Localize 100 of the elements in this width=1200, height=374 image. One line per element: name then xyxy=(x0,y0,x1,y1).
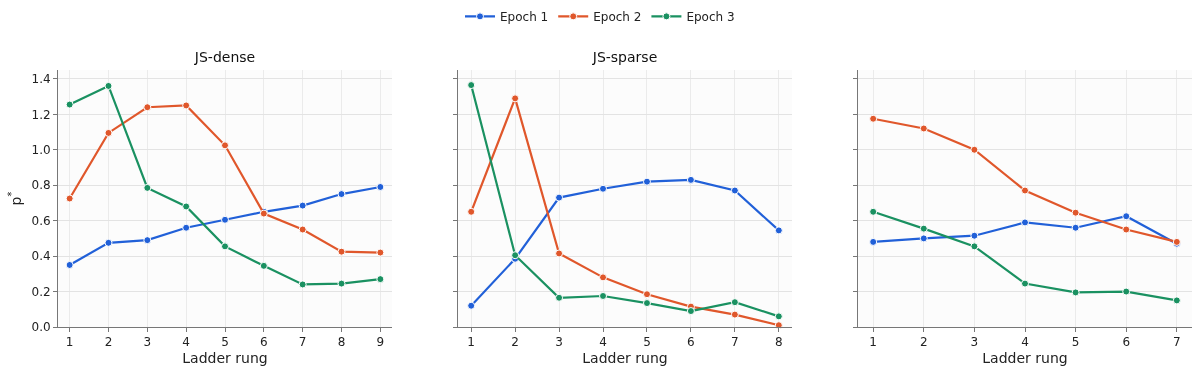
point xyxy=(555,249,564,258)
point xyxy=(467,301,476,310)
point xyxy=(599,184,608,193)
x-tick-label: 1 xyxy=(65,335,74,350)
point xyxy=(65,194,74,203)
x-tick-label: 4 xyxy=(1021,335,1029,350)
x-tick-label: 7 xyxy=(1173,335,1181,350)
point xyxy=(221,242,229,251)
x-tick-label: 5 xyxy=(221,335,229,350)
point xyxy=(774,312,783,321)
point xyxy=(599,291,608,300)
point xyxy=(686,175,695,184)
chart-title: JS-sparse xyxy=(591,49,658,65)
x-tick-label: 7 xyxy=(731,335,739,350)
x-tick-label: 5 xyxy=(643,335,651,350)
point xyxy=(774,226,783,235)
y-tick-label: 0.2 xyxy=(31,284,51,299)
point xyxy=(555,193,564,202)
point xyxy=(686,307,695,316)
x-axis-title: Ladder rung xyxy=(182,349,268,366)
point xyxy=(730,186,739,195)
y-tick-label: 1.4 xyxy=(31,72,51,87)
x-tick-label: 2 xyxy=(919,335,928,350)
point xyxy=(869,114,878,123)
point xyxy=(970,242,979,251)
x-axis-title: Ladder rung xyxy=(582,349,668,366)
point xyxy=(919,234,928,243)
point xyxy=(599,273,608,282)
point xyxy=(1021,279,1029,288)
legend-label: Epoch 2 xyxy=(593,10,642,25)
point xyxy=(376,182,385,191)
x-tick-label: 4 xyxy=(599,335,607,350)
point xyxy=(970,231,979,240)
point xyxy=(774,321,783,330)
x-tick-label: 3 xyxy=(970,335,979,350)
x-tick-label: 9 xyxy=(376,335,385,350)
x-tick-label: 7 xyxy=(298,335,307,350)
x-axis-title: Ladder rung xyxy=(982,349,1068,366)
x-tick-label: 1 xyxy=(467,335,475,350)
point xyxy=(642,290,651,299)
legend-label: Epoch 1 xyxy=(500,10,549,25)
point xyxy=(555,293,564,302)
point xyxy=(104,81,113,90)
point xyxy=(919,224,928,233)
y-tick-label: 0.4 xyxy=(31,249,51,264)
x-tick-label: 8 xyxy=(337,335,346,350)
point xyxy=(1021,218,1029,227)
point xyxy=(376,275,385,284)
point xyxy=(1122,287,1131,296)
point xyxy=(1071,223,1080,232)
point xyxy=(642,299,651,308)
point xyxy=(182,223,191,232)
chart-title: JS-dense xyxy=(193,49,256,65)
point xyxy=(182,101,191,110)
point xyxy=(1071,288,1080,297)
point xyxy=(298,280,307,289)
point xyxy=(143,103,152,112)
x-tick-label: 3 xyxy=(555,335,563,350)
point xyxy=(298,201,307,210)
point xyxy=(919,124,928,133)
x-tick-label: 1 xyxy=(869,335,877,350)
point xyxy=(467,81,476,90)
point xyxy=(642,177,651,186)
point xyxy=(337,190,346,199)
x-tick-label: 6 xyxy=(687,335,695,350)
x-tick-label: 2 xyxy=(511,335,519,350)
point xyxy=(1122,212,1131,221)
x-tick-label: 8 xyxy=(775,335,783,350)
point xyxy=(104,128,113,137)
x-tick-label: 6 xyxy=(260,335,268,350)
point xyxy=(259,261,268,270)
y-tick-label: 0.0 xyxy=(31,320,51,335)
point xyxy=(337,279,346,288)
point xyxy=(730,298,739,307)
point xyxy=(143,236,152,245)
point xyxy=(104,238,113,247)
x-tick-label: 6 xyxy=(1122,335,1131,350)
point xyxy=(1122,225,1131,234)
point xyxy=(1071,208,1080,217)
x-tick-label: 3 xyxy=(143,335,152,350)
point xyxy=(511,94,520,103)
x-tick-label: 2 xyxy=(104,335,113,350)
point xyxy=(869,207,878,216)
point xyxy=(730,310,739,319)
point xyxy=(467,207,476,216)
point xyxy=(376,248,385,257)
point xyxy=(221,141,229,150)
y-tick-label: 0.8 xyxy=(31,178,51,193)
legend-label: Epoch 3 xyxy=(686,10,735,25)
point xyxy=(143,183,152,192)
y-tick-label: 1.2 xyxy=(31,107,51,122)
point xyxy=(65,260,74,269)
point xyxy=(970,145,979,154)
point xyxy=(298,225,307,234)
point xyxy=(1021,186,1029,195)
point xyxy=(337,247,346,256)
point xyxy=(221,215,229,224)
point xyxy=(869,237,878,246)
point xyxy=(65,100,74,109)
point xyxy=(1172,296,1181,305)
